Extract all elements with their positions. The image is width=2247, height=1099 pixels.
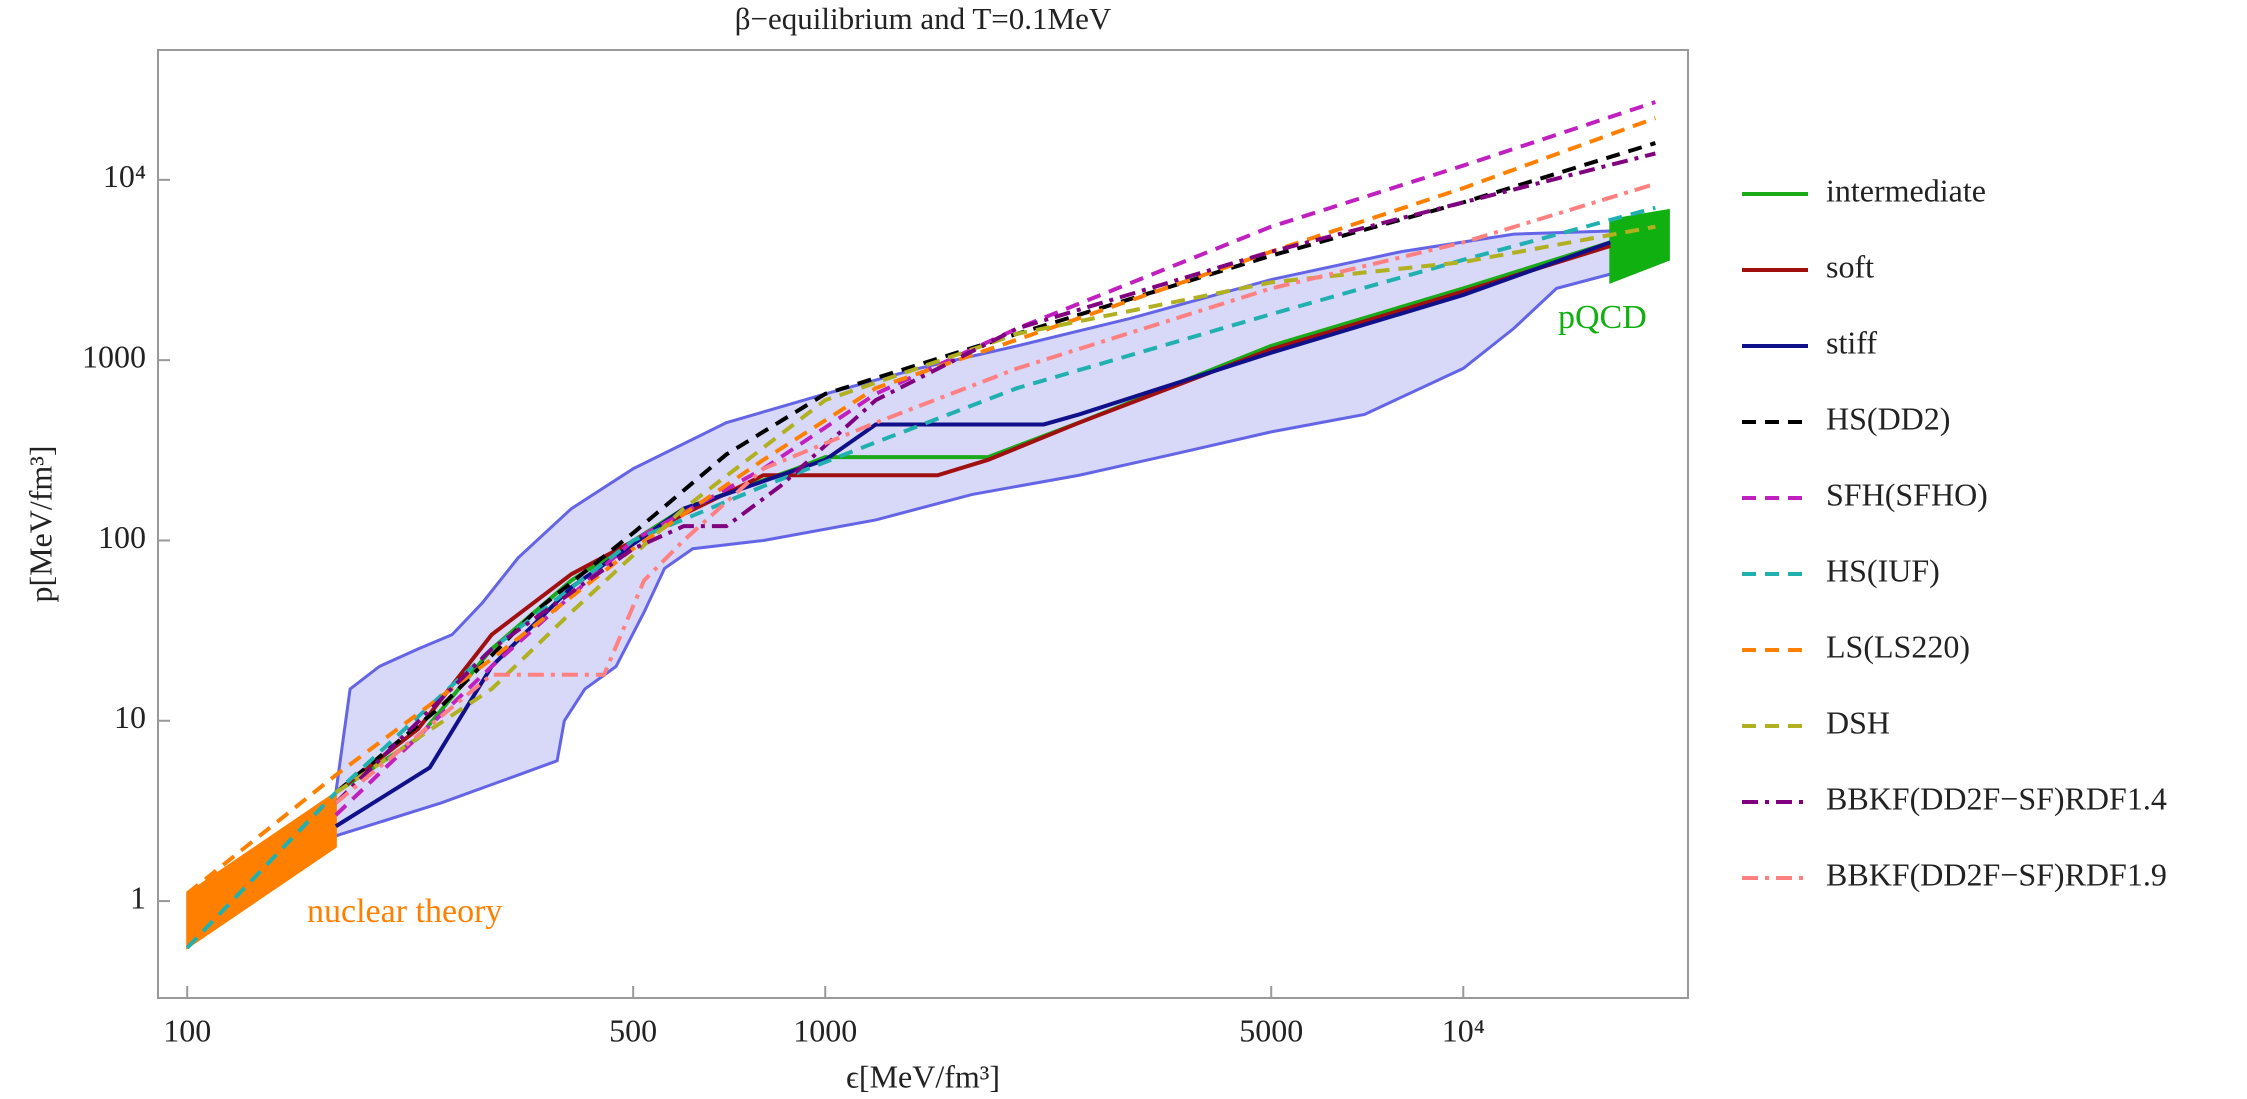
region bbox=[1609, 208, 1670, 284]
legend-label: HS(DD2) bbox=[1826, 400, 1950, 436]
band-edge bbox=[334, 229, 1611, 793]
chart-title: β−equilibrium and T=0.1MeV bbox=[735, 1, 1112, 36]
y-tick-label: 10⁴ bbox=[103, 158, 146, 194]
series-line bbox=[334, 151, 1656, 805]
series-line bbox=[185, 205, 1656, 950]
x-tick-label: 5000 bbox=[1239, 1012, 1303, 1048]
x-tick-label: 500 bbox=[609, 1012, 657, 1048]
x-tick-label: 10⁴ bbox=[1442, 1012, 1485, 1048]
series-line bbox=[334, 244, 1611, 795]
legend-label: stiff bbox=[1826, 324, 1877, 360]
legend-label: BBKF(DD2F−SF)RDF1.9 bbox=[1826, 856, 2167, 892]
legend-label: soft bbox=[1826, 248, 1874, 284]
region-label: pQCD bbox=[1558, 299, 1647, 336]
series-line bbox=[334, 181, 1656, 805]
legend-label: LS(LS220) bbox=[1826, 628, 1970, 664]
plot-frame bbox=[157, 49, 1689, 999]
x-axis-label: ϵ[MeV/fm³] bbox=[846, 1058, 1000, 1094]
series-line bbox=[334, 141, 1656, 795]
series-line bbox=[334, 224, 1656, 795]
legend-label: SFH(SFHO) bbox=[1826, 476, 1988, 512]
y-axis-label: p[MeV/fm³] bbox=[22, 445, 58, 602]
y-tick-label: 1000 bbox=[82, 338, 146, 374]
legend-label: BBKF(DD2F−SF)RDF1.4 bbox=[1826, 780, 2167, 816]
legend-label: intermediate bbox=[1826, 172, 1986, 208]
y-tick-label: 1 bbox=[130, 879, 146, 915]
region-label: nuclear theory bbox=[307, 893, 502, 930]
x-tick-label: 100 bbox=[163, 1012, 211, 1048]
y-tick-label: 10 bbox=[114, 699, 146, 735]
band-edge bbox=[335, 272, 1611, 838]
series-line bbox=[185, 116, 1657, 896]
legend-label: DSH bbox=[1826, 704, 1890, 740]
allowed-band bbox=[335, 231, 1611, 836]
series-line bbox=[334, 240, 1612, 828]
x-tick-label: 1000 bbox=[793, 1012, 857, 1048]
y-tick-label: 100 bbox=[98, 519, 146, 555]
legend-label: HS(IUF) bbox=[1826, 552, 1940, 588]
